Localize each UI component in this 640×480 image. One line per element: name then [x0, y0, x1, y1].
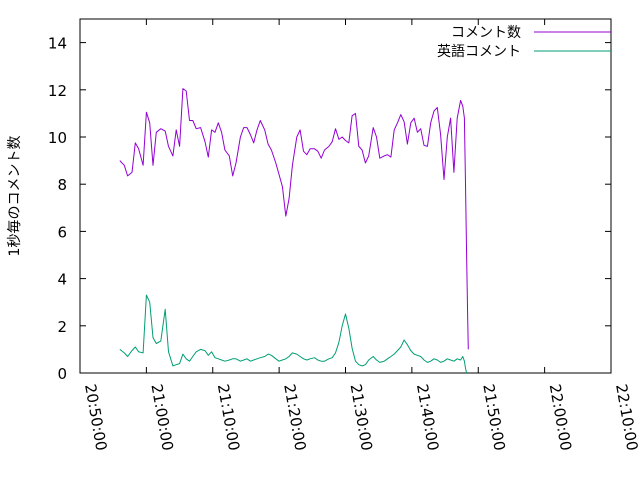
legend: コメント数 英語コメント	[437, 25, 611, 60]
plot-border	[79, 18, 612, 374]
y-tick-label: 0	[57, 365, 67, 383]
y-axis-label: 1秒毎のコメント数	[7, 136, 23, 257]
y-tick-label: 10	[48, 129, 67, 147]
y-tick-label: 14	[48, 35, 67, 53]
y-tick-label: 12	[48, 82, 67, 100]
y-axis-ticks: 0 2 4 6 8 10 12 14	[48, 35, 611, 383]
y-tick-label: 4	[57, 271, 67, 289]
legend-label-english-comments: 英語コメント	[437, 43, 521, 60]
series-layer	[119, 88, 469, 374]
x-tick-label: 22:10:00	[612, 383, 640, 452]
y-tick-label: 8	[57, 176, 67, 194]
x-tick-label: 21:50:00	[479, 383, 508, 452]
y-tick-label: 2	[57, 318, 67, 336]
x-tick-label: 20:50:00	[81, 383, 110, 452]
x-tick-label: 21:10:00	[214, 383, 243, 452]
series-line-english-comments	[119, 294, 468, 374]
x-tick-label: 21:00:00	[147, 383, 176, 452]
plot-area	[79, 18, 612, 374]
x-tick-label: 21:30:00	[347, 383, 376, 452]
y-tick-label: 6	[57, 223, 67, 241]
legend-label-comments: コメント数	[451, 25, 521, 41]
x-tick-label: 21:40:00	[413, 383, 442, 452]
x-axis-ticks: 20:50:00 21:00:00 21:10:00 21:20:00 21:30:00…	[79, 19, 640, 452]
x-tick-label: 21:20:00	[280, 383, 309, 452]
series-line-comments	[119, 88, 469, 350]
x-tick-label: 22:00:00	[546, 383, 575, 452]
